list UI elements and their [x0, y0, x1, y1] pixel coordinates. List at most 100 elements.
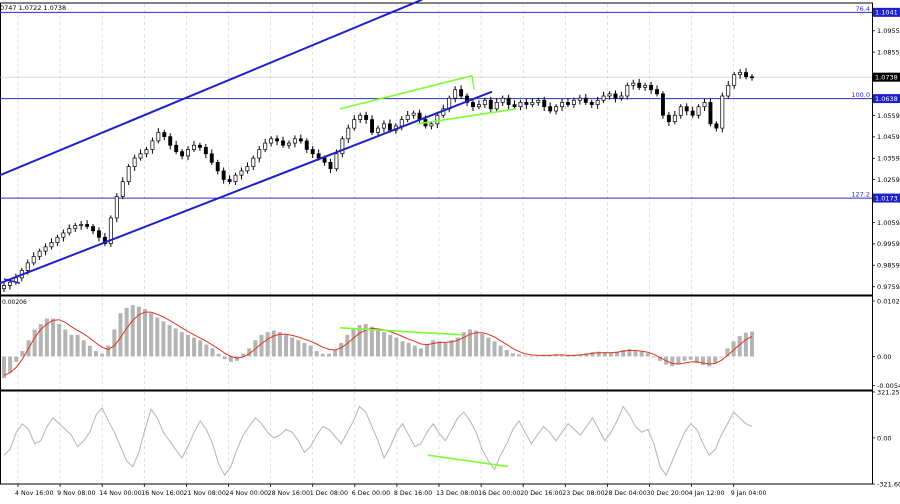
candle-body [352, 119, 357, 129]
candle-body [577, 97, 582, 101]
price-axis-label: 0.9759 [877, 283, 900, 291]
candle-body [85, 224, 90, 227]
candle-body [174, 144, 179, 152]
time-axis-label: 1 Dec 08:00 [310, 490, 348, 497]
macd-histogram-bar [425, 344, 430, 357]
macd-histogram-bar [627, 348, 632, 357]
macd-histogram-bar [682, 356, 687, 361]
candle-body [275, 138, 280, 142]
macd-histogram-bar [590, 352, 595, 357]
macd-histogram-bar [713, 356, 718, 363]
macd-histogram-bar [124, 307, 129, 357]
macd-histogram-bar [608, 352, 613, 357]
macd-histogram-bar [418, 348, 423, 357]
candle-body [358, 114, 363, 120]
macd-histogram-bar [277, 332, 282, 357]
candle-body [257, 149, 262, 159]
macd-histogram-bar [271, 330, 276, 357]
macd-histogram-bar [185, 334, 190, 357]
price-axis-label: 0.9959 [877, 240, 900, 248]
candle-body [524, 102, 529, 105]
macd-histogram-bar [351, 329, 356, 357]
macd-histogram-bar [621, 349, 626, 357]
candle-body [215, 161, 220, 172]
macd-histogram-bar [143, 308, 148, 357]
time-axis-label: 13 Dec 08:00 [436, 490, 478, 497]
price-axis-label: 1.0059 [877, 219, 900, 227]
macd-histogram-bar [700, 356, 705, 366]
price-divergence-line [339, 74, 473, 110]
macd-histogram-bar [566, 355, 571, 357]
candle-body [108, 217, 113, 244]
macd-histogram-bar [584, 353, 589, 357]
candle-body [500, 97, 505, 103]
candle-body [316, 153, 321, 159]
macd-histogram-bar [615, 351, 620, 357]
macd-histogram-bar [204, 344, 209, 357]
candle-body [298, 138, 303, 142]
price-axis-label: 1.0955 [877, 27, 900, 35]
current-price-tag [873, 72, 900, 82]
candle-body [37, 250, 42, 257]
candle-body [482, 99, 487, 105]
candle-body [43, 246, 48, 252]
macd-histogram-bar [87, 345, 92, 357]
macd-histogram-bar [63, 329, 68, 357]
macd-histogram-bar [93, 351, 98, 357]
price-axis-label: 1.0855 [877, 48, 900, 56]
price-divergence-line [417, 108, 517, 125]
macd-histogram-bar [437, 341, 442, 357]
candle-body [720, 95, 725, 129]
candle-body [287, 142, 291, 146]
macd-histogram-bar [688, 356, 693, 360]
macd-histogram-bar [406, 342, 411, 357]
price-axis-label: 1.0459 [877, 133, 900, 141]
candle-body [637, 82, 642, 88]
candle-body [512, 104, 517, 108]
macd-histogram-bar [259, 334, 264, 357]
price-axis-label: 1.0559 [877, 112, 900, 120]
candle-body [619, 95, 624, 99]
candle-body [387, 123, 392, 131]
candle-body [661, 93, 665, 116]
candle-body [144, 149, 149, 155]
candle-body [542, 99, 547, 108]
cci-axis-label: -321.603 [877, 480, 900, 488]
time-axis-label: 16 Nov 16:00 [141, 490, 183, 497]
macd-histogram-bar [523, 355, 528, 357]
macd-histogram-bar [112, 329, 117, 357]
candle-body [571, 99, 576, 105]
macd-histogram-bar [333, 349, 338, 357]
macd-histogram-bar [474, 330, 479, 357]
macd-histogram-bar [44, 318, 49, 357]
macd-signal-line [3, 311, 753, 376]
candle-body [672, 114, 677, 123]
candle-body [239, 170, 244, 176]
candle-body [476, 104, 481, 108]
macd-histogram-bar [173, 328, 178, 357]
time-axis-label: 16 Dec 00:00 [478, 490, 520, 497]
macd-histogram-bar [296, 340, 301, 357]
candle-body [714, 123, 719, 129]
macd-histogram-bar [676, 356, 681, 365]
candle-body [601, 95, 606, 101]
macd-histogram-bar [719, 356, 724, 358]
macd-histogram-bar [75, 334, 80, 357]
candle-body [192, 144, 196, 150]
candle-body [643, 84, 648, 88]
macd-histogram-bar [320, 353, 325, 357]
candle-body [49, 242, 54, 248]
candle-body [696, 106, 701, 116]
candle-body [67, 228, 72, 234]
candle-body [548, 106, 553, 112]
candle-body [168, 136, 173, 146]
candle-body [750, 76, 754, 79]
macd-histogram-bar [480, 333, 485, 357]
candle-body [203, 147, 208, 155]
macd-histogram-bar [707, 356, 712, 367]
price-axis-label: 1.0259 [877, 176, 900, 184]
candle-body [269, 138, 274, 144]
macd-histogram-bar [100, 353, 105, 357]
macd-histogram-bar [69, 334, 74, 357]
